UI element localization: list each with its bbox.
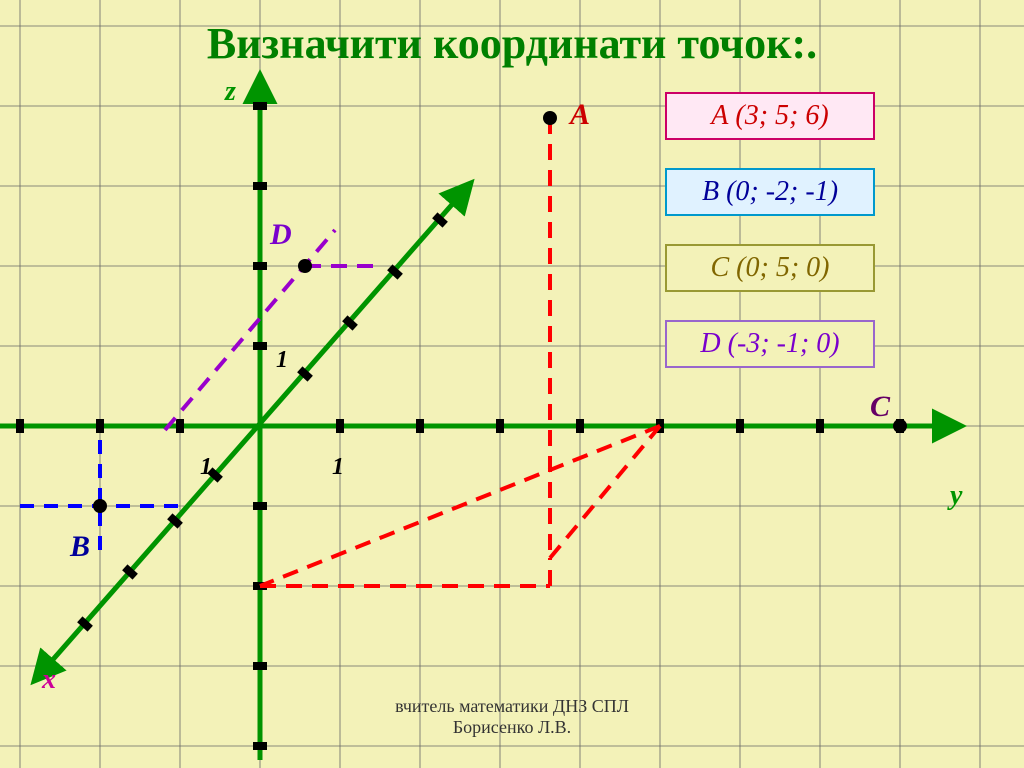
point-label-B: B	[70, 530, 90, 564]
unit-label: 1	[332, 454, 344, 481]
page-title: Визначити координати точок:.	[0, 18, 1024, 69]
answer-box-A: А (3; 5; 6)	[665, 92, 875, 140]
answer-box-C: С (0; 5; 0)	[665, 244, 875, 292]
axis-label-z: z	[225, 76, 236, 108]
answer-box-D: D (-3; -1; 0)	[665, 320, 875, 368]
point-label-C: C	[870, 390, 890, 424]
unit-label: 1	[276, 347, 288, 374]
point-label-D: D	[270, 218, 292, 252]
unit-label: 1	[200, 454, 212, 481]
point-label-A: A	[570, 98, 590, 132]
answer-box-B: В (0; -2; -1)	[665, 168, 875, 216]
axis-label-x: x	[42, 664, 56, 696]
axis-label-y: y	[950, 480, 962, 512]
page-footer: вчитель математики ДНЗ СПЛБорисенко Л.В.	[0, 696, 1024, 738]
